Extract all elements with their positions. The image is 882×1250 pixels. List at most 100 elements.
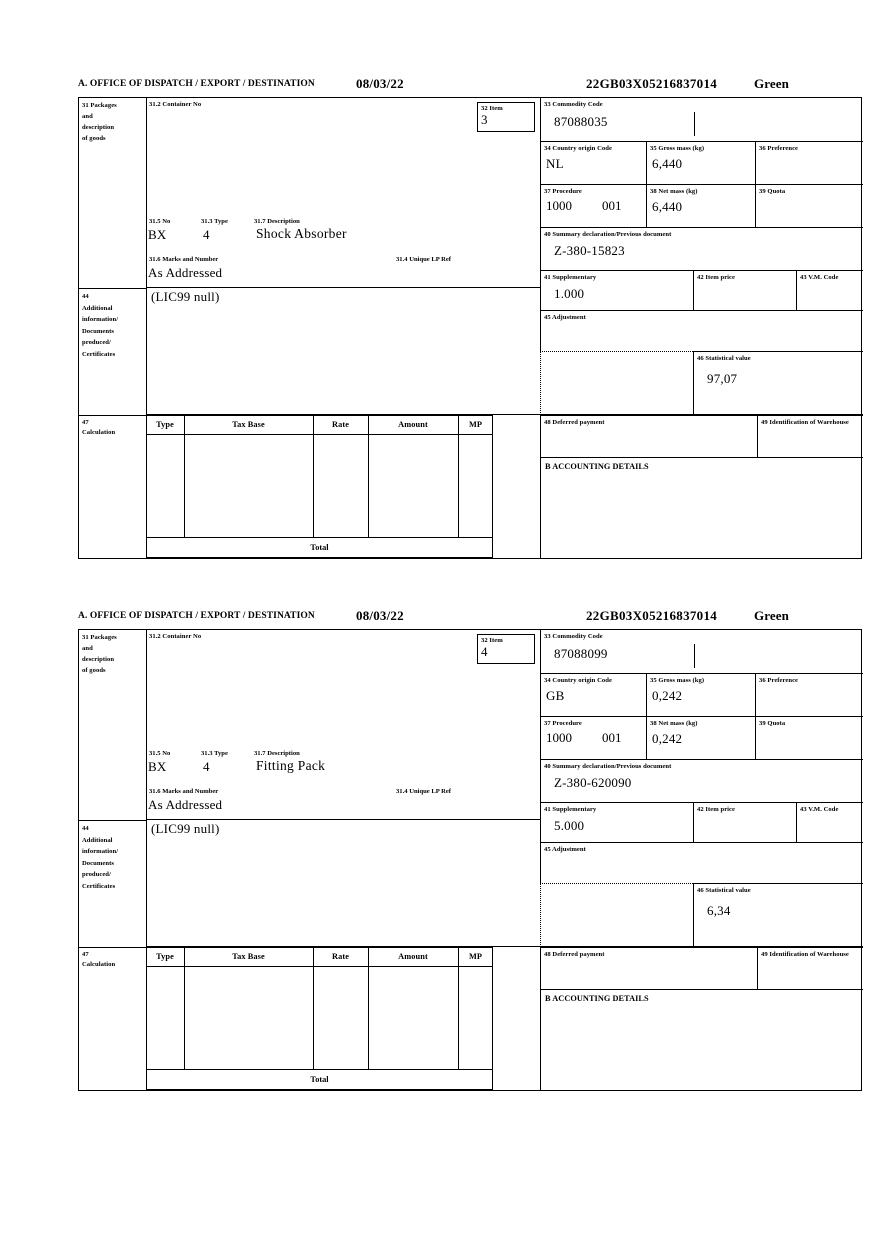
box-44-label: 44 Additional information/ Documents pro… <box>79 820 146 947</box>
box-31-5-value: BX <box>148 759 167 774</box>
box-38-net-mass: 38 Net mass (kg) 0,242 <box>646 717 755 760</box>
box-49-label: 49 Identification of Warehouse <box>761 419 849 426</box>
box-31-5-label: 31.5 No <box>149 750 171 757</box>
box-31-2-label: 31.2 Container No <box>149 633 202 640</box>
box-42-label: 42 Item price <box>697 274 736 281</box>
box-31-label-line: and <box>82 113 93 120</box>
box-47-label-line: 47 <box>82 951 89 958</box>
box-49-warehouse-identification: 49 Identification of Warehouse <box>757 415 863 458</box>
box-40-label: 40 Summary declaration/Previous document <box>544 763 672 770</box>
sad-grid: 31 Packages and description of goods 44 … <box>78 629 863 1091</box>
box-31-4-label: 31.4 Unique LP Ref <box>396 788 451 795</box>
box-31-3-value: 4 <box>203 759 210 774</box>
box-33-commodity-code: 33 Commodity Code 87088035 <box>540 98 863 142</box>
declaration-reference: 22GB03X05216837014 <box>586 608 718 623</box>
block-header: A. OFFICE OF DISPATCH / EXPORT / DESTINA… <box>78 76 862 97</box>
box-31-6-value: As Addressed <box>148 797 223 812</box>
box-31-6-label: 31.6 Marks and Number <box>149 788 219 795</box>
box-40-label: 40 Summary declaration/Previous document <box>544 231 672 238</box>
box-37-label: 37 Procedure <box>544 188 582 195</box>
calc-col-amount: Amount <box>398 420 428 429</box>
box-44-label-line: Certificates <box>82 350 116 358</box>
calc-total-row: Total <box>310 543 329 552</box>
box-42-label: 42 Item price <box>697 806 736 813</box>
box-37-value-2: 001 <box>602 730 622 745</box>
box-31-2-container-no: 31.2 Container No <box>146 98 540 218</box>
calc-body <box>146 435 493 538</box>
calc-divider <box>184 415 185 538</box>
box-34-country-origin-code: 34 Country origin Code NL <box>540 142 646 185</box>
box-44-label-line: information/ <box>82 848 119 855</box>
box-44-label-line: produced/ <box>82 871 111 878</box>
box-46-statistical-value: 46 Statistical value 97,07 <box>693 351 863 415</box>
calc-outer-border <box>146 415 493 558</box>
box-33-value: 87088099 <box>554 645 608 661</box>
box-45-lower-area <box>540 351 693 415</box>
box-48-deferred-payment: 48 Deferred payment <box>540 947 757 990</box>
box-37-value-1: 1000 <box>546 198 572 213</box>
box-b-accounting-details: B ACCOUNTING DETAILS <box>540 990 863 1090</box>
box-39-quota: 39 Quota <box>755 717 863 760</box>
box-31-2-label: 31.2 Container No <box>149 101 202 108</box>
box-33-value: 87088035 <box>554 113 608 129</box>
box-38-label: 38 Net mass (kg) <box>650 188 698 195</box>
box-36-label: 36 Preference <box>759 677 799 684</box>
box-45-adjustment: 45 Adjustment <box>540 843 863 883</box>
calc-col-tax-base: Tax Base <box>232 420 265 429</box>
box-47-calculation-table: Type Tax Base Rate Amount MP Total <box>146 415 540 558</box>
calc-header-row: Type Tax Base Rate Amount MP <box>146 947 493 967</box>
box-47-label-line: Calculation <box>82 428 116 436</box>
box-46-label: 46 Statistical value <box>697 355 751 362</box>
box-44-additional-information: (LIC99 null) <box>146 288 540 415</box>
box-31-7-value: Shock Absorber <box>256 226 347 241</box>
box-44-label-line: Additional <box>82 836 113 844</box>
box-31-marks-row: 31.6 Marks and Number 31.4 Unique LP Ref… <box>146 256 540 287</box>
box-36-label: 36 Preference <box>759 145 799 152</box>
box-36-preference: 36 Preference <box>755 142 863 185</box>
office-of-dispatch-label: A. OFFICE OF DISPATCH / EXPORT / DESTINA… <box>78 79 315 89</box>
box-41-supplementary: 41 Supplementary 1.000 <box>540 271 693 311</box>
box-31-7-label: 31.7 Description <box>254 750 300 757</box>
box-32-item-number: 32 Item 4 <box>477 634 535 664</box>
box-44-label-line: 44 <box>82 825 89 832</box>
box-35-value: 0,242 <box>652 687 683 703</box>
box-b-accounting-details: B ACCOUNTING DETAILS <box>540 458 863 558</box>
box-36-preference: 36 Preference <box>755 674 863 717</box>
box-46-value: 6,34 <box>707 902 731 918</box>
box-47-label: 47 Calculation <box>79 415 146 558</box>
box-35-gross-mass: 35 Gross mass (kg) 6,440 <box>646 142 755 185</box>
box-44-label-line: 44 <box>82 293 89 300</box>
box-44-label-line: Documents <box>82 327 114 335</box>
sad-continuation-block: A. OFFICE OF DISPATCH / EXPORT / DESTINA… <box>78 608 863 1091</box>
box-31-marks-row: 31.6 Marks and Number 31.4 Unique LP Ref… <box>146 788 540 819</box>
declaration-date: 08/03/22 <box>356 76 404 91</box>
declaration-date: 08/03/22 <box>356 608 404 623</box>
box-32-label: 32 Item <box>481 105 503 112</box>
block-header: A. OFFICE OF DISPATCH / EXPORT / DESTINA… <box>78 608 862 629</box>
calc-col-rate: Rate <box>332 952 349 961</box>
box-31-goods-description: 31.2 Container No 31.5 No 31.3 Type 31.7… <box>146 630 540 820</box>
box-46-value: 97,07 <box>707 370 738 386</box>
box-31-label-line: 31 Packages <box>82 634 117 641</box>
box-31-7-label: 31.7 Description <box>254 218 300 225</box>
box-43-label: 43 V.M. Code <box>800 274 839 281</box>
calc-col-mp: MP <box>468 952 483 961</box>
box-38-net-mass: 38 Net mass (kg) 6,440 <box>646 185 755 228</box>
box-43-vm-code: 43 V.M. Code <box>796 271 863 311</box>
box-31-3-label: 31.3 Type <box>201 750 228 757</box>
box-43-label: 43 V.M. Code <box>800 806 839 813</box>
box-34-label: 34 Country origin Code <box>544 145 612 152</box>
left-column-divider <box>146 630 147 1090</box>
box-40-summary-declaration: 40 Summary declaration/Previous document… <box>540 228 863 271</box>
box-31-label-line: of goods <box>82 667 106 674</box>
sad-continuation-block: A. OFFICE OF DISPATCH / EXPORT / DESTINA… <box>78 76 863 559</box>
calc-col-amount: Amount <box>398 952 428 961</box>
box-41-value: 1.000 <box>554 285 585 301</box>
sad-grid: 31 Packages and description of goods 44 … <box>78 97 863 559</box>
box-45-label: 45 Adjustment <box>544 846 586 853</box>
calc-total-row: Total <box>310 1075 329 1084</box>
box-48-deferred-payment: 48 Deferred payment <box>540 415 757 458</box>
calc-outer-border <box>146 947 493 1090</box>
calc-divider <box>313 415 314 538</box>
box-31-5-label: 31.5 No <box>149 218 171 225</box>
